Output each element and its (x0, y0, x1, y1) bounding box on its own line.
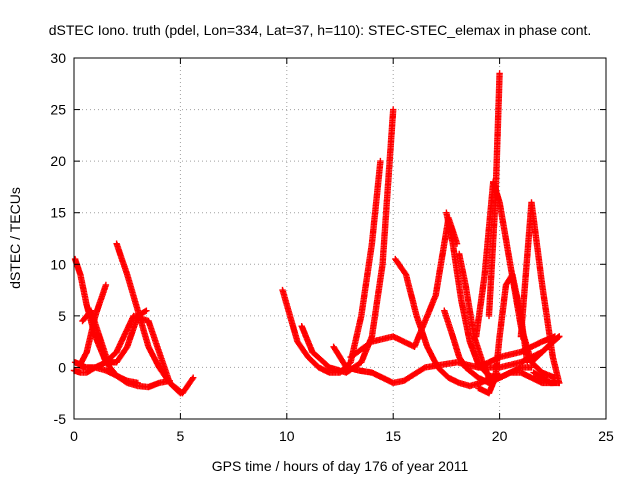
plus-marker-trace (75, 362, 141, 387)
data-series (517, 199, 563, 387)
data-series (528, 333, 563, 366)
y-tick-label: 0 (58, 359, 66, 375)
x-tick-label: 20 (492, 428, 508, 444)
data-series (79, 307, 150, 366)
plus-marker-trace (79, 307, 150, 366)
data-series (485, 70, 503, 320)
plus-marker-trace (485, 70, 503, 320)
plus-marker-trace (530, 369, 563, 387)
x-tick-label: 10 (279, 428, 295, 444)
y-tick-label: 5 (58, 308, 66, 324)
x-tick-label: 15 (385, 428, 401, 444)
plus-marker-trace (528, 333, 563, 366)
plus-marker-trace (298, 106, 397, 376)
y-tick-label: 25 (50, 102, 66, 118)
x-tick-label: 25 (598, 428, 614, 444)
data-series (475, 333, 559, 371)
plot-frame (73, 57, 607, 420)
y-tick-label: -5 (54, 411, 67, 427)
data-series (298, 106, 397, 376)
y-axis-label: dSTEC / TECUs (7, 187, 23, 289)
y-tick-label: 10 (50, 256, 66, 272)
x-tick-label: 5 (177, 428, 185, 444)
x-tick-label: 0 (70, 428, 78, 444)
y-tick-label: 15 (50, 205, 66, 221)
data-series (75, 362, 141, 387)
plus-marker-trace (475, 333, 559, 371)
y-tick-label: 30 (50, 50, 66, 66)
data-marks (70, 70, 563, 397)
chart-title: dSTEC Iono. truth (pdel, Lon=334, Lat=37… (49, 22, 592, 38)
x-axis-label: GPS time / hours of day 176 of year 2011 (212, 458, 469, 474)
y-tick-label: 20 (50, 153, 66, 169)
plus-marker-trace (517, 199, 563, 387)
data-series (530, 369, 563, 387)
